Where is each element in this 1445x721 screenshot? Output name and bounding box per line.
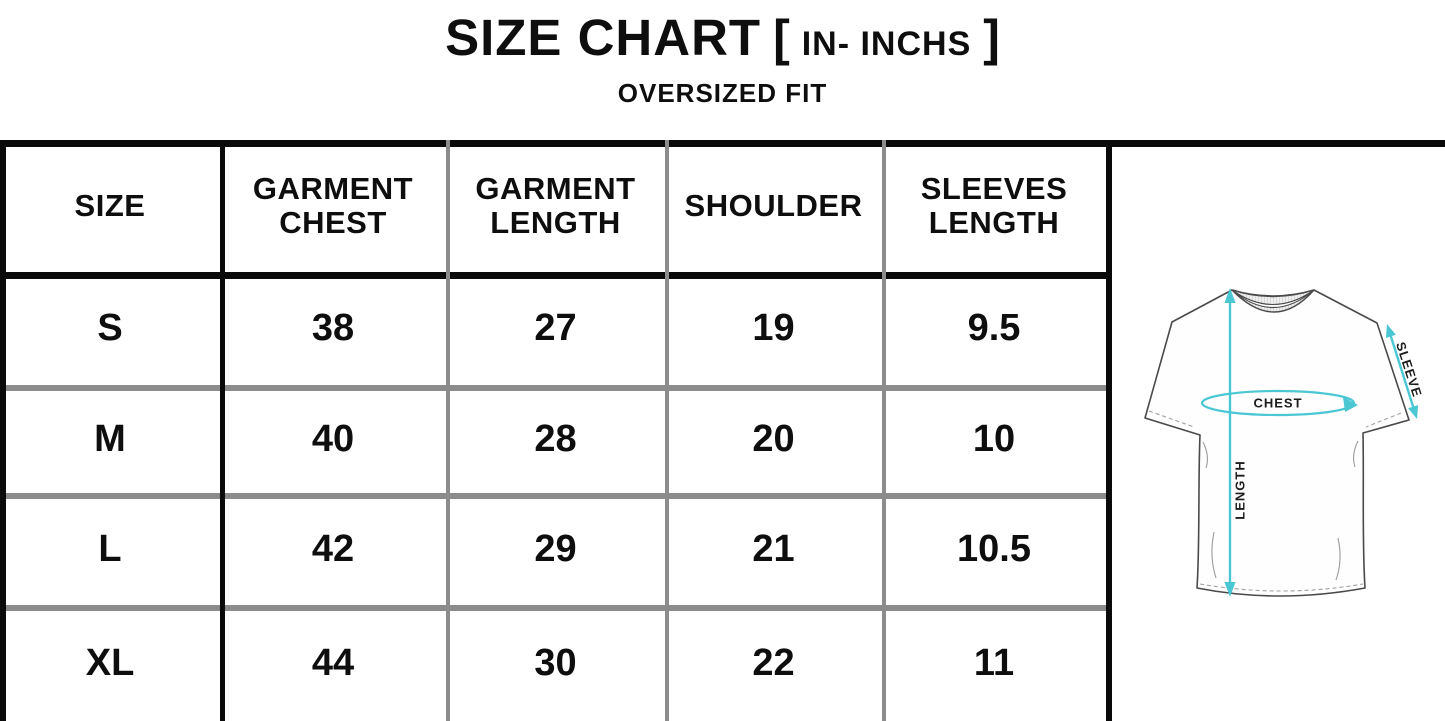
column-divider-2 xyxy=(446,140,450,721)
row-s-garment-chest: 38 xyxy=(311,307,355,349)
row-l-sleeves-length: 10.5 xyxy=(957,527,1031,570)
row-s-garment-length: 27 xyxy=(534,307,577,349)
row-m-garment-chest: 40 xyxy=(311,417,355,460)
tshirt-diagram: LENGTH CHEST SLEEVE xyxy=(1144,288,1425,597)
row-l-shoulder: 21 xyxy=(752,527,795,570)
column-header-shoulder: SHOULDER xyxy=(684,187,863,223)
hem-stitch-lines xyxy=(1148,410,1402,592)
row-m-sleeves-length: 10 xyxy=(972,417,1016,460)
row-separator-2 xyxy=(0,493,1112,499)
column-header-size: SIZE xyxy=(74,187,146,223)
row-m-garment-length: 28 xyxy=(534,417,577,460)
row-xl-garment-chest: 44 xyxy=(311,641,355,684)
column-divider-1 xyxy=(220,140,225,721)
row-separator-1 xyxy=(0,385,1112,391)
column-header-garment-length: GARMENT LENGTH xyxy=(475,170,636,240)
row-s-size-label: S xyxy=(97,307,123,349)
row-l-garment-length: 29 xyxy=(534,527,577,570)
row-xl-sleeves-length: 11 xyxy=(973,641,1015,684)
length-arrow xyxy=(1224,288,1236,597)
row-l-garment-chest: 42 xyxy=(311,527,355,570)
unit-bracket-open: [ xyxy=(773,10,790,66)
page-title: SIZE CHART xyxy=(445,9,762,66)
row-xl-size-label: XL xyxy=(85,641,135,684)
tshirt-outline xyxy=(1144,289,1410,597)
column-header-sleeves-length: SLEEVES LENGTH xyxy=(920,170,1068,240)
title-row: SIZE CHART [ IN- INCHS ] xyxy=(0,8,1445,67)
table-right-border xyxy=(1106,140,1112,721)
collar-inner-edge xyxy=(1231,289,1315,309)
row-s-shoulder: 19 xyxy=(752,307,795,349)
row-separator-3 xyxy=(0,605,1112,611)
header-bottom-border xyxy=(0,272,1112,279)
length-label: LENGTH xyxy=(1232,460,1247,519)
row-m-size-label: M xyxy=(94,417,126,460)
table-left-border xyxy=(0,140,6,721)
row-xl-garment-length: 30 xyxy=(534,641,577,684)
row-m-shoulder: 20 xyxy=(752,417,795,460)
chest-label: CHEST xyxy=(1253,395,1302,410)
unit-label: IN- INCHS xyxy=(801,25,972,63)
unit-bracket-close: ] xyxy=(983,10,1000,66)
row-l-size-label: L xyxy=(98,527,122,570)
row-xl-shoulder: 22 xyxy=(752,641,795,684)
row-s-sleeves-length: 9.5 xyxy=(967,307,1021,349)
column-header-garment-chest: GARMENT CHEST xyxy=(252,170,414,240)
table-top-border xyxy=(0,140,1445,147)
size-table: SIZE GARMENT CHEST GARMENT LENGTH SHOULD… xyxy=(0,140,1106,721)
chest-ellipse xyxy=(1200,389,1358,417)
page-subtitle: OVERSIZED FIT xyxy=(617,78,828,108)
column-divider-3 xyxy=(665,140,669,721)
column-divider-4 xyxy=(882,140,886,721)
wrinkle-lines xyxy=(1202,440,1359,581)
sleeve-arrow xyxy=(1385,324,1419,419)
